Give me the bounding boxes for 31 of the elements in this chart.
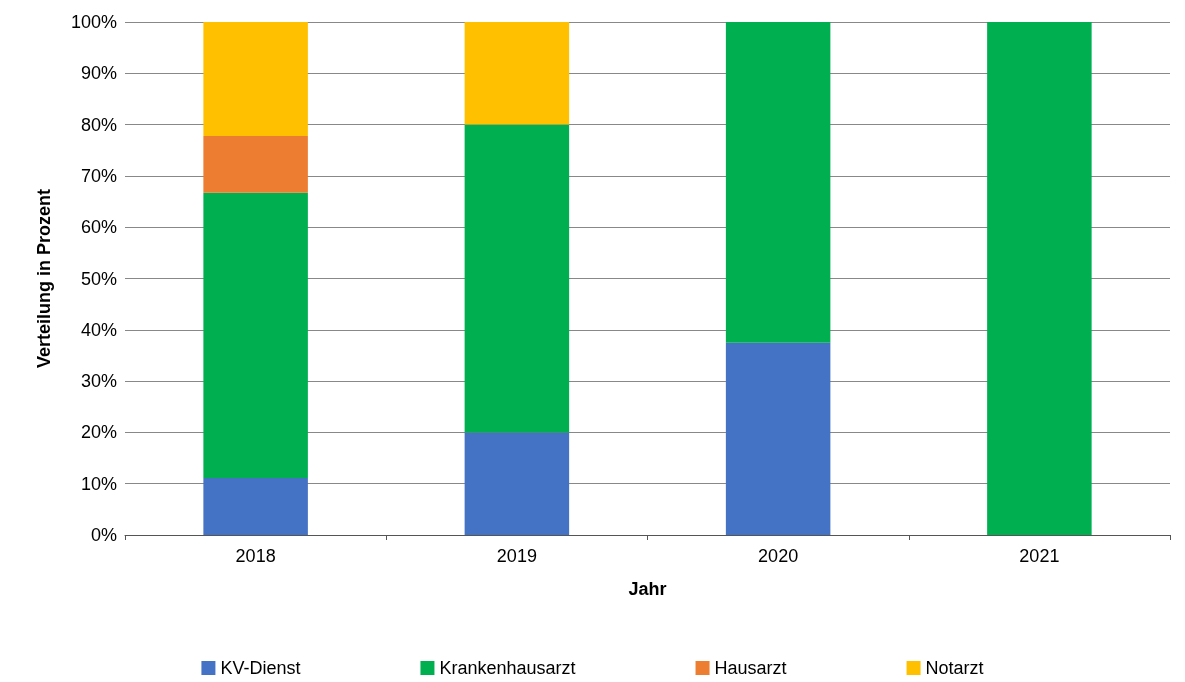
bar — [203, 192, 308, 479]
y-tick-label: 90% — [80, 63, 117, 84]
bar — [203, 135, 308, 193]
bar — [725, 342, 831, 535]
y-tick-label: 30% — [80, 371, 117, 392]
y-tick-label: 80% — [80, 114, 117, 135]
x-tick-label: 2019 — [496, 546, 537, 566]
x-tick-label: 2020 — [758, 546, 799, 566]
y-axis-title: Verteilung in Prozent — [34, 188, 54, 369]
y-tick-label: 20% — [80, 422, 117, 443]
legend-label: Hausarzt — [714, 658, 787, 678]
bar — [987, 22, 1092, 535]
y-tick-label: 100% — [70, 12, 117, 32]
bar — [203, 478, 308, 535]
x-tick-label: 2018 — [235, 546, 276, 566]
bar — [464, 22, 570, 125]
y-tick-label: 40% — [80, 319, 117, 340]
x-axis-title: Jahr — [628, 579, 667, 599]
y-tick-label: 0% — [90, 525, 117, 545]
y-tick-label: 60% — [80, 217, 117, 238]
bar — [464, 432, 570, 535]
y-tick-label: 10% — [80, 473, 117, 494]
legend-label: KV-Dienst — [220, 658, 301, 678]
legend-label: Krankenhausarzt — [439, 658, 576, 678]
bar — [464, 124, 570, 433]
x-tick-label: 2021 — [1019, 546, 1060, 566]
bar — [725, 22, 831, 343]
legend-label: Notarzt — [925, 658, 984, 678]
bar — [203, 22, 308, 136]
y-tick-label: 50% — [80, 268, 117, 289]
y-tick-label: 70% — [80, 165, 117, 186]
